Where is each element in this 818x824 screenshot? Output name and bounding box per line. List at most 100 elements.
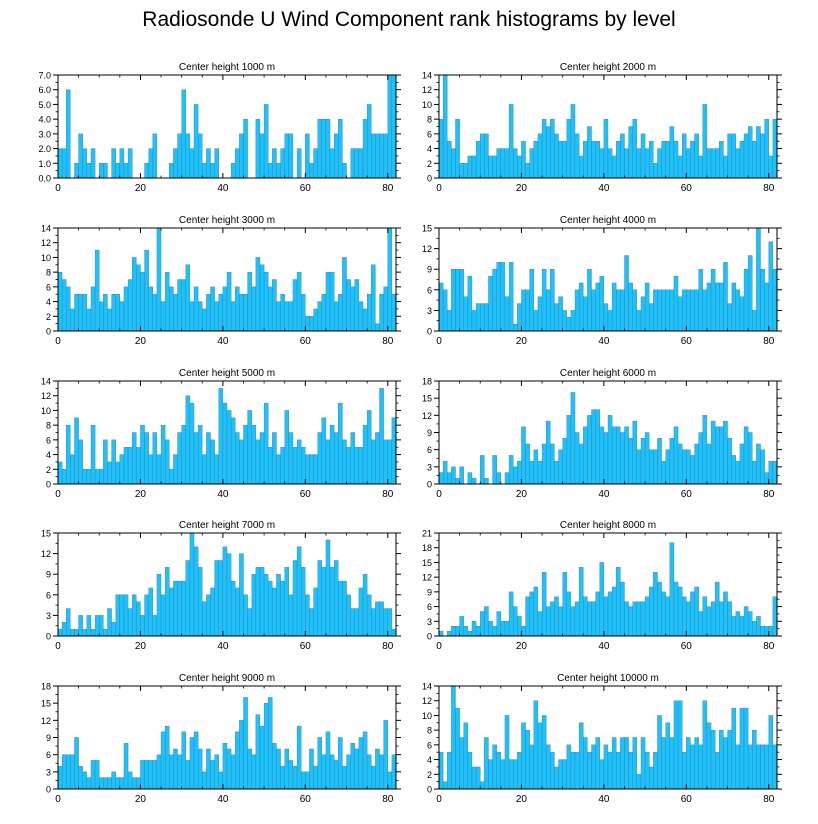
histogram-bar	[463, 296, 469, 332]
histogram-bar	[558, 759, 563, 790]
histogram-bar	[616, 426, 621, 485]
histogram-bar	[66, 89, 71, 179]
y-tick-label: 0	[427, 785, 432, 795]
y-tick-label: 12	[41, 716, 51, 726]
histogram-bar	[649, 303, 654, 332]
histogram-bar	[673, 426, 679, 485]
histogram-bar	[517, 303, 522, 332]
histogram-bar	[558, 296, 563, 332]
histogram-bar	[723, 737, 728, 790]
histogram-bar	[346, 279, 351, 332]
histogram-bar	[739, 141, 745, 179]
histogram-bar	[317, 118, 322, 179]
histogram-bar	[288, 594, 294, 637]
histogram-bar	[735, 460, 741, 485]
histogram-bar	[119, 454, 125, 485]
histogram-bar	[682, 449, 687, 485]
histogram-bar	[301, 447, 306, 485]
histogram-bar	[379, 754, 384, 790]
histogram-bar	[673, 275, 679, 332]
histogram-bar	[61, 279, 67, 332]
histogram-bar	[739, 616, 745, 637]
histogram-bar	[230, 163, 236, 179]
histogram-bar	[99, 301, 104, 332]
y-tick-label: 0	[427, 327, 432, 337]
histogram-bar	[284, 410, 290, 485]
histogram-bar	[628, 126, 633, 179]
histogram-bar	[309, 454, 314, 485]
histogram-bar	[480, 781, 485, 790]
histogram-bar	[230, 417, 236, 485]
histogram-bar	[644, 282, 650, 332]
histogram-bar	[123, 286, 129, 332]
histogram-bar	[702, 596, 708, 637]
histogram-bar	[375, 323, 380, 332]
histogram-bar	[61, 148, 67, 179]
histogram-bar	[247, 410, 252, 485]
x-tick-label: 0	[55, 489, 61, 500]
histogram-bar	[288, 432, 294, 485]
histogram-bar	[455, 707, 460, 790]
histogram-bar	[99, 469, 104, 485]
histogram-bar	[222, 743, 228, 790]
histogram-bar	[379, 133, 384, 179]
histogram-bar	[496, 262, 502, 332]
histogram-bar	[90, 286, 96, 332]
histogram-bar	[144, 594, 149, 637]
histogram-bar	[488, 621, 493, 637]
histogram-bar	[611, 155, 617, 179]
histogram-bar	[375, 601, 380, 637]
histogram-bar	[140, 424, 145, 485]
histogram-bar	[255, 714, 261, 790]
histogram-bar	[743, 606, 749, 637]
histogram-bar	[214, 148, 219, 179]
x-tick-label: 80	[763, 183, 775, 194]
histogram-bar	[70, 308, 75, 332]
histogram-bar	[591, 601, 596, 637]
y-tick-label: 12	[422, 411, 432, 421]
histogram-panel-9: Center height 9000 m 0 20 40 60 80 0 3 6 9 12 15 18	[41, 673, 401, 805]
histogram-bar	[488, 155, 493, 179]
histogram-bar	[525, 596, 530, 637]
histogram-bar	[317, 432, 322, 485]
histogram-bar	[496, 148, 502, 179]
histogram-bar	[222, 402, 228, 485]
histogram-bar	[74, 628, 79, 637]
histogram-bar	[94, 469, 100, 485]
histogram-bar	[280, 765, 285, 790]
histogram-bar	[362, 118, 368, 179]
histogram-bar	[226, 410, 232, 485]
histogram-bar	[358, 587, 364, 637]
y-tick-label: 9	[46, 733, 51, 743]
histogram-bar	[665, 596, 671, 637]
x-tick-label: 80	[763, 336, 775, 347]
x-tick-label: 40	[598, 489, 610, 500]
histogram-bar	[243, 697, 248, 790]
histogram-bar	[550, 601, 555, 637]
histogram-bar	[669, 438, 675, 485]
histogram-bar	[644, 752, 650, 790]
y-tick-label: 10	[422, 100, 432, 110]
histogram-bar	[94, 249, 100, 332]
histogram-bar	[517, 616, 522, 637]
histogram-bar	[127, 447, 133, 485]
histogram-bar	[632, 601, 638, 637]
histogram-bar	[235, 148, 240, 179]
histogram-bar	[148, 760, 153, 790]
histogram-bar	[181, 89, 186, 179]
histogram-bar	[218, 294, 224, 332]
histogram-bar	[731, 133, 736, 179]
histogram-bar	[607, 591, 613, 637]
histogram-bar	[354, 148, 360, 179]
histogram-bar	[115, 294, 121, 332]
histogram-bar	[309, 748, 314, 790]
histogram-bar	[603, 596, 609, 637]
histogram-bar	[247, 748, 252, 790]
histogram-bar	[61, 469, 67, 485]
histogram-bar	[251, 754, 257, 790]
histogram-bar	[727, 303, 732, 332]
histogram-bar	[391, 74, 397, 179]
histogram-bar	[764, 744, 769, 790]
histogram-bar	[471, 621, 477, 637]
histogram-bar	[354, 608, 360, 637]
